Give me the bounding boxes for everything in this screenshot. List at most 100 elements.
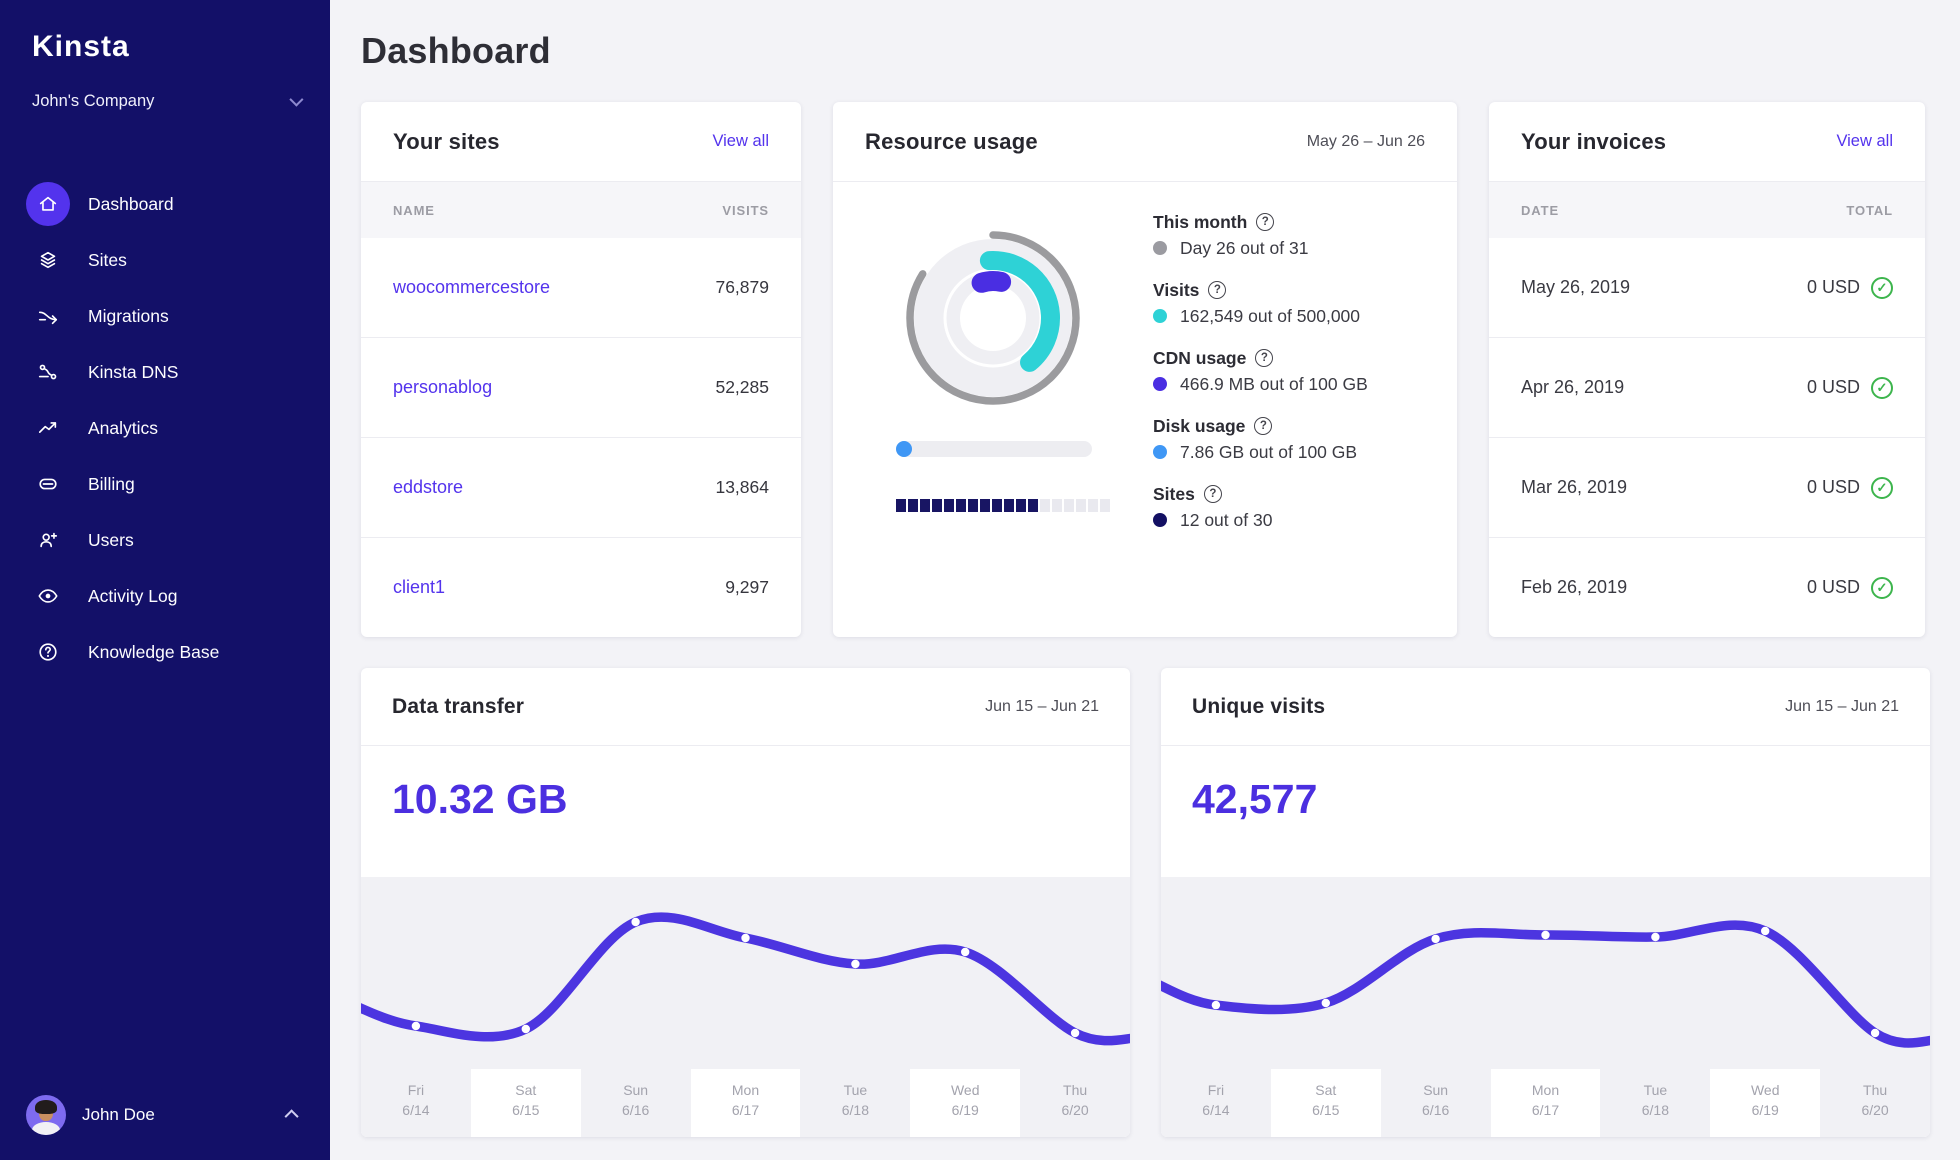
legend-label: Disk usage — [1153, 415, 1246, 436]
sidebar-item-dashboard[interactable]: Dashboard — [0, 176, 330, 232]
help-icon[interactable]: ? — [1208, 281, 1227, 299]
site-square-filled — [956, 499, 966, 512]
paid-check-icon: ✓ — [1871, 576, 1893, 599]
invoice-row[interactable]: Apr 26, 2019 0 USD ✓ — [1489, 338, 1925, 438]
site-square-empty — [1052, 499, 1062, 512]
invoice-total: 0 USD ✓ — [1806, 276, 1893, 299]
invoice-row[interactable]: May 26, 2019 0 USD ✓ — [1489, 238, 1925, 338]
help-icon[interactable]: ? — [1254, 417, 1273, 435]
site-square-filled — [944, 499, 954, 512]
legend-value: 466.9 MB out of 100 GB — [1180, 373, 1368, 394]
site-row[interactable]: personablog 52,285 — [361, 338, 801, 438]
legend-label: This month — [1153, 211, 1248, 232]
unique-visits-card: Unique visits Jun 15 – Jun 21 42,577 Fri… — [1161, 668, 1930, 1137]
day-label: Tue 6/18 — [1641, 1082, 1669, 1118]
sidebar-item-billing[interactable]: Billing — [0, 456, 330, 512]
help-icon[interactable]: ? — [1255, 349, 1274, 367]
site-square-filled — [1016, 499, 1026, 512]
layers-icon — [26, 238, 70, 282]
site-row[interactable]: woocommercestore 76,879 — [361, 238, 801, 338]
day-label: Wed 6/19 — [910, 1069, 1021, 1137]
invoice-date: Apr 26, 2019 — [1521, 377, 1625, 397]
sidebar-item-migrations[interactable]: Migrations — [0, 288, 330, 344]
day-label: Wed 6/19 — [1710, 1069, 1821, 1137]
invoice-amount: 0 USD — [1806, 277, 1860, 297]
site-square-filled — [896, 499, 906, 512]
col-date: DATE — [1521, 202, 1560, 218]
sites-view-all-link[interactable]: View all — [712, 132, 769, 150]
x-axis-labels: Fri 6/14 Sat 6/15 Sun 6/16 Mon 6/17 Tue 6/18 Wed 6/… — [1161, 1069, 1930, 1137]
site-row[interactable]: client1 9,297 — [361, 538, 801, 637]
data-transfer-card: Data transfer Jun 15 – Jun 21 10.32 GB F… — [361, 668, 1130, 1137]
page-title: Dashboard — [361, 30, 551, 71]
sidebar-item-label: Kinsta DNS — [88, 361, 179, 382]
data-transfer-period: Jun 15 – Jun 21 — [985, 697, 1099, 715]
site-name-link[interactable]: client1 — [393, 577, 446, 597]
sidebar-item-users[interactable]: Users — [0, 512, 330, 568]
main-content: Dashboard Your sites View all NAME VISIT… — [330, 0, 1960, 1137]
invoice-date: Mar 26, 2019 — [1521, 477, 1628, 497]
sidebar-nav: Dashboard Sites Migrations Kinsta DNS Analyt… — [0, 176, 330, 680]
site-name-link[interactable]: eddstore — [393, 477, 464, 497]
your-invoices-card: Your invoices View all DATE TOTAL May 26… — [1489, 102, 1925, 637]
site-square-filled — [1004, 499, 1014, 512]
billing-icon — [26, 462, 70, 506]
top-cards-row: Your sites View all NAME VISITS woocomme… — [361, 102, 1960, 637]
legend-group: Disk usage? 7.86 GB out of 100 GB — [1153, 414, 1429, 466]
col-name: NAME — [393, 202, 435, 218]
bottom-cards-row: Data transfer Jun 15 – Jun 21 10.32 GB F… — [361, 668, 1960, 1137]
dns-icon — [26, 350, 70, 394]
invoices-column-header: DATE TOTAL — [1489, 182, 1925, 238]
site-visits-value: 52,285 — [715, 377, 769, 397]
company-name: John's Company — [32, 91, 155, 110]
site-row[interactable]: eddstore 13,864 — [361, 438, 801, 538]
invoice-amount: 0 USD — [1806, 377, 1860, 397]
unique-visits-total: 42,577 — [1192, 776, 1318, 822]
sidebar-item-knowledge-base[interactable]: Knowledge Base — [0, 624, 330, 680]
site-visits-value: 76,879 — [715, 277, 769, 297]
sidebar-item-label: Activity Log — [88, 585, 178, 606]
eye-icon — [26, 574, 70, 618]
sidebar-item-label: Sites — [88, 249, 127, 270]
invoice-date: Feb 26, 2019 — [1521, 577, 1628, 597]
sidebar-item-label: Analytics — [88, 417, 159, 438]
day-label: Tue 6/18 — [841, 1082, 869, 1118]
invoices-view-all-link[interactable]: View all — [1836, 132, 1893, 150]
help-icon[interactable]: ? — [1203, 485, 1222, 503]
company-selector[interactable]: John's Company — [0, 86, 330, 116]
invoice-row[interactable]: Mar 26, 2019 0 USD ✓ — [1489, 438, 1925, 538]
migration-icon — [26, 294, 70, 338]
site-square-filled — [968, 499, 978, 512]
kinsta-logo: Kinsta — [32, 30, 130, 63]
data-transfer-title: Data transfer — [392, 694, 525, 718]
legend-group: Sites? 12 out of 30 — [1153, 482, 1429, 534]
day-label: Sun 6/16 — [622, 1082, 650, 1118]
invoice-total: 0 USD ✓ — [1806, 476, 1893, 499]
resource-usage-title: Resource usage — [865, 128, 1038, 154]
col-visits: VISITS — [722, 202, 769, 218]
sidebar-item-label: Knowledge Base — [88, 641, 220, 662]
help-icon[interactable]: ? — [1256, 213, 1275, 231]
sidebar-item-sites[interactable]: Sites — [0, 232, 330, 288]
legend-value: 12 out of 30 — [1180, 509, 1273, 530]
site-square-empty — [1040, 499, 1050, 512]
legend-label: CDN usage — [1153, 347, 1247, 368]
user-menu[interactable]: John Doe — [0, 1084, 330, 1146]
legend-value: 162,549 out of 500,000 — [1180, 305, 1361, 326]
line-chart-svg — [1161, 920, 1930, 1048]
day-label: Thu 6/20 — [1861, 1082, 1889, 1118]
site-name-link[interactable]: woocommercestore — [393, 277, 551, 297]
site-name-link[interactable]: personablog — [393, 377, 493, 397]
invoice-amount: 0 USD — [1806, 477, 1860, 497]
site-square-filled — [1028, 499, 1038, 512]
data-transfer-total: 10.32 GB — [392, 776, 568, 822]
sidebar-item-analytics[interactable]: Analytics — [0, 400, 330, 456]
avatar — [26, 1095, 66, 1135]
legend-dot — [1153, 377, 1167, 391]
your-invoices-title: Your invoices — [1521, 128, 1667, 154]
sidebar-item-activity-log[interactable]: Activity Log — [0, 568, 330, 624]
invoice-row[interactable]: Feb 26, 2019 0 USD ✓ — [1489, 538, 1925, 637]
sidebar-item-kinsta-dns[interactable]: Kinsta DNS — [0, 344, 330, 400]
invoices-rows: May 26, 2019 0 USD ✓ Apr 26, 2019 0 USD ✓ Mar … — [1489, 238, 1925, 637]
analytics-icon — [26, 406, 70, 450]
